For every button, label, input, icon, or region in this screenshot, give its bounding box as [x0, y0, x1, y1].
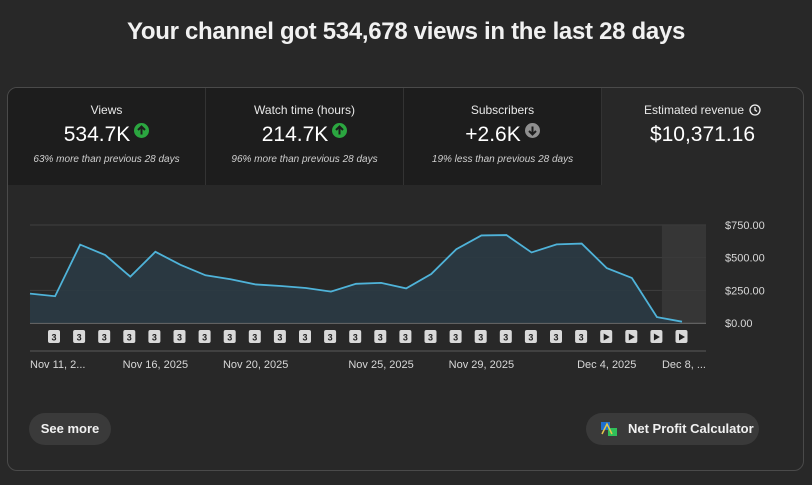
- stat-label: Estimated revenue: [643, 103, 745, 117]
- upload-count-badge: [173, 330, 186, 343]
- upload-count-badge: [449, 330, 462, 343]
- play-icon: [653, 333, 660, 341]
- upload-count-badge: [299, 330, 311, 343]
- stat-label: Subscribers: [470, 103, 535, 117]
- upload-count-label: 3: [353, 333, 358, 343]
- upload-count-badge: [273, 330, 286, 343]
- upload-count-badge: [474, 330, 487, 343]
- y-tick-label: $250.00: [725, 285, 765, 297]
- stat-comparison: 19% less than previous 28 days: [431, 154, 574, 165]
- stat-views[interactable]: Views 534.7K 63% more than previous 28 d…: [8, 88, 206, 185]
- x-tick-label: Dec 4, 2025: [577, 359, 636, 371]
- upload-count-badge: [499, 330, 512, 343]
- upload-count-badge: [324, 330, 337, 343]
- upload-count-label: 3: [252, 333, 257, 343]
- arrow-up-icon: [332, 123, 348, 138]
- stat-subscribers[interactable]: Subscribers +2.6K 19% less than previous…: [404, 88, 602, 185]
- upload-count-badge: [374, 330, 387, 343]
- upload-count-label: 3: [77, 333, 82, 343]
- revenue-chart: $750.00 $500.00 $250.00 $0.00 3 3 3 3 3 3 3 3 3 3 3 3 3 3…: [29, 220, 765, 371]
- y-tick-label: $500.00: [725, 253, 765, 265]
- clock-icon: [749, 104, 761, 116]
- y-tick-label: $0.00: [725, 318, 753, 330]
- upload-count-badge: [575, 330, 588, 343]
- upload-count-label: 3: [302, 333, 307, 343]
- stat-label: Watch time (hours): [254, 103, 355, 117]
- x-tick-label: Nov 29, 2025: [449, 359, 514, 371]
- upload-count-label: 3: [528, 333, 533, 343]
- upload-count-badge: [73, 330, 86, 343]
- upload-count-badge: [48, 330, 60, 343]
- upload-count-badge: [223, 330, 236, 343]
- stat-comparison: 63% more than previous 28 days: [33, 154, 180, 165]
- arrow-up-icon: [134, 123, 150, 138]
- upload-count-badge: [148, 330, 161, 343]
- upload-count-label: 3: [177, 333, 182, 343]
- upload-count-label: 3: [328, 333, 333, 343]
- upload-count-label: 3: [202, 333, 207, 343]
- upload-count-label: 3: [51, 333, 56, 343]
- stat-value: 534.7K: [63, 123, 131, 146]
- arrow-down-icon: [524, 123, 540, 138]
- upload-count-label: 3: [453, 333, 458, 343]
- upload-count-badge: [248, 330, 261, 343]
- upload-count-badge: [424, 330, 437, 343]
- upload-count-label: 3: [227, 333, 232, 343]
- stat-watch-time[interactable]: Watch time (hours) 214.7K 96% more than …: [206, 88, 404, 185]
- stat-value: +2.6K: [465, 123, 521, 146]
- stat-value: $10,371.16: [649, 123, 756, 146]
- upload-count-badge: [524, 330, 537, 343]
- upload-count-label: 3: [428, 333, 433, 343]
- x-tick-label: Nov 11, 2...: [30, 359, 85, 371]
- upload-count-badge: [123, 330, 136, 343]
- x-tick-label: Nov 20, 2025: [223, 359, 288, 371]
- play-icon: [603, 333, 610, 341]
- stat-label: Views: [90, 103, 123, 117]
- series-area: [30, 235, 682, 323]
- upload-count-label: 3: [102, 333, 107, 343]
- analytics-card: Views 534.7K 63% more than previous 28 d…: [7, 87, 804, 471]
- upload-count-label: 3: [403, 333, 408, 343]
- upload-count-label: 3: [503, 333, 508, 343]
- upload-count-badge: [198, 330, 211, 343]
- x-tick-label: Nov 25, 2025: [348, 359, 413, 371]
- upload-count-badge: [399, 330, 412, 343]
- upload-count-badge: [98, 330, 111, 343]
- stat-estimated-revenue[interactable]: Estimated revenue $10,371.16: [602, 88, 803, 185]
- upload-count-label: 3: [553, 333, 558, 343]
- upload-count-label: 3: [277, 333, 282, 343]
- page-headline: Your channel got 534,678 views in the la…: [126, 18, 686, 45]
- net-profit-calculator-button[interactable]: Net Profit Calculator: [586, 413, 759, 445]
- x-tick-label: Dec 8, ...: [662, 359, 706, 371]
- calculator-logo-icon: [601, 422, 617, 436]
- upload-count-badge: [550, 330, 562, 343]
- y-tick-label: $750.00: [725, 220, 765, 232]
- stat-value: 214.7K: [261, 123, 329, 146]
- stats-row: Views 534.7K 63% more than previous 28 d…: [8, 88, 803, 185]
- play-icon: [679, 333, 685, 341]
- upload-count-label: 3: [378, 333, 383, 343]
- upload-count-label: 3: [579, 333, 584, 343]
- upload-count-label: 3: [478, 333, 483, 343]
- upload-count-label: 3: [152, 333, 157, 343]
- upload-count-badge: [349, 330, 362, 343]
- upload-count-label: 3: [127, 333, 132, 343]
- x-tick-label: Nov 16, 2025: [123, 359, 188, 371]
- see-more-button[interactable]: See more: [29, 413, 111, 445]
- play-icon: [628, 333, 635, 341]
- stat-comparison: 96% more than previous 28 days: [231, 154, 378, 165]
- net-profit-calculator-label: Net Profit Calculator: [628, 421, 754, 436]
- incomplete-period-band: [661, 225, 706, 323]
